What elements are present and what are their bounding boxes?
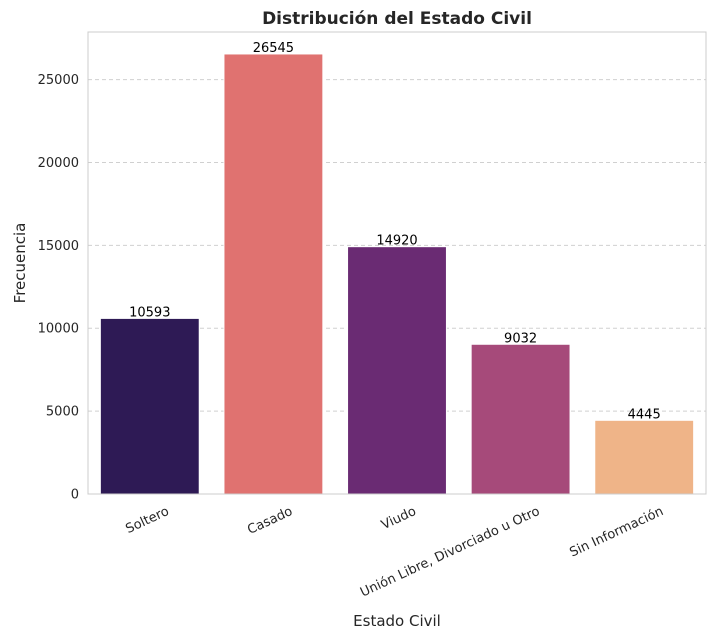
- bar: [99, 317, 200, 495]
- y-axis-label: Frecuencia: [11, 223, 29, 304]
- bar: [223, 53, 324, 495]
- bars: [99, 53, 695, 495]
- data-label: 10593: [129, 305, 170, 320]
- data-label: 14920: [376, 234, 417, 249]
- data-labels: 10593 26545 14920 9032 4445: [129, 41, 661, 422]
- y-tick-labels: 0 5000 10000 15000 20000 25000: [38, 73, 79, 502]
- plot-frame: [87, 31, 707, 495]
- x-tick-label: Sin Información: [568, 504, 666, 561]
- bar: [470, 343, 571, 495]
- bar: [594, 419, 695, 495]
- y-tick-label: 10000: [38, 322, 79, 337]
- x-axis-label: Estado Civil: [353, 612, 441, 630]
- data-label: 9032: [504, 331, 537, 346]
- x-tick-label: Soltero: [124, 504, 172, 537]
- y-tick-label: 15000: [38, 239, 79, 254]
- data-label: 26545: [253, 41, 294, 56]
- data-label: 4445: [628, 407, 661, 422]
- y-tick-label: 0: [71, 488, 79, 503]
- bar: [347, 246, 447, 495]
- y-tick-label: 5000: [46, 405, 79, 420]
- y-tick-label: 20000: [38, 156, 79, 171]
- x-tick-label: Casado: [245, 504, 295, 538]
- chart-title: Distribución del Estado Civil: [262, 9, 532, 29]
- x-tick-label: Viudo: [379, 504, 419, 533]
- y-tick-label: 25000: [38, 73, 79, 88]
